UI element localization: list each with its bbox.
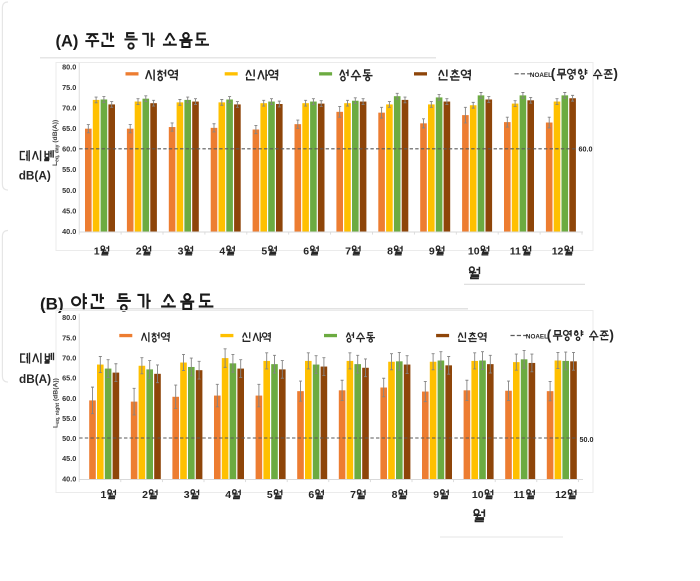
svg-text:11: 11: [514, 489, 525, 501]
svg-text:75.0: 75.0: [62, 333, 76, 342]
svg-text:70.0: 70.0: [62, 354, 76, 363]
svg-text:(B): (B): [40, 295, 64, 314]
svg-text:55.0: 55.0: [62, 165, 76, 174]
svg-text:7: 7: [345, 245, 351, 257]
svg-text:(A): (A): [56, 33, 79, 51]
svg-text:8: 8: [392, 489, 398, 501]
svg-text:1: 1: [101, 489, 107, 501]
svg-text:10: 10: [468, 245, 480, 257]
svg-text:45.0: 45.0: [62, 206, 76, 215]
svg-text:dB(A): dB(A): [19, 372, 51, 386]
svg-text:): ): [609, 327, 614, 342]
svg-text:70.0: 70.0: [62, 104, 76, 113]
svg-text:(: (: [547, 327, 552, 342]
svg-text:80.0: 80.0: [62, 62, 76, 71]
svg-text:6: 6: [303, 245, 309, 257]
svg-text:9: 9: [429, 245, 435, 257]
svg-text:40.0: 40.0: [62, 227, 76, 236]
svg-text:8: 8: [387, 245, 393, 257]
svg-text:): ): [613, 66, 618, 81]
svg-text:1: 1: [94, 245, 100, 257]
svg-text:50.0: 50.0: [62, 434, 76, 443]
svg-text:10: 10: [472, 489, 484, 501]
svg-text:65.0: 65.0: [62, 124, 76, 133]
svg-text:60.0: 60.0: [62, 145, 76, 154]
svg-text:50.0: 50.0: [62, 186, 76, 195]
svg-text:dB(A): dB(A): [19, 169, 51, 183]
svg-text:45.0: 45.0: [62, 454, 76, 463]
svg-text:60.0: 60.0: [62, 394, 76, 403]
svg-text:65.0: 65.0: [62, 374, 76, 383]
svg-text:60.0: 60.0: [579, 144, 593, 153]
svg-text:2: 2: [136, 245, 142, 257]
svg-text:(: (: [551, 66, 556, 81]
svg-text:12: 12: [552, 245, 564, 257]
svg-text:40.0: 40.0: [62, 474, 76, 483]
svg-text:75.0: 75.0: [62, 83, 76, 92]
svg-text:5: 5: [261, 245, 267, 257]
svg-text:55.0: 55.0: [62, 414, 76, 423]
svg-text:80.0: 80.0: [62, 313, 76, 322]
svg-text:NOAEL: NOAEL: [526, 334, 548, 341]
svg-text:Leq, day (dB(A)): Leq, day (dB(A)): [52, 120, 61, 166]
svg-text:9: 9: [433, 489, 439, 501]
svg-text:2: 2: [142, 489, 148, 501]
svg-text:12: 12: [555, 489, 567, 501]
svg-text:7: 7: [350, 489, 356, 501]
svg-text:Leq, night (dB(A)): Leq, night (dB(A)): [53, 378, 62, 428]
svg-text:3: 3: [184, 489, 190, 501]
svg-text:6: 6: [308, 489, 314, 501]
svg-text:3: 3: [178, 245, 184, 257]
svg-text:5: 5: [267, 489, 273, 501]
svg-text:4: 4: [219, 245, 225, 257]
svg-text:NOAEL: NOAEL: [530, 72, 552, 79]
svg-text:50.0: 50.0: [580, 435, 594, 444]
svg-text:11: 11: [510, 245, 521, 257]
svg-text:4: 4: [225, 489, 231, 501]
